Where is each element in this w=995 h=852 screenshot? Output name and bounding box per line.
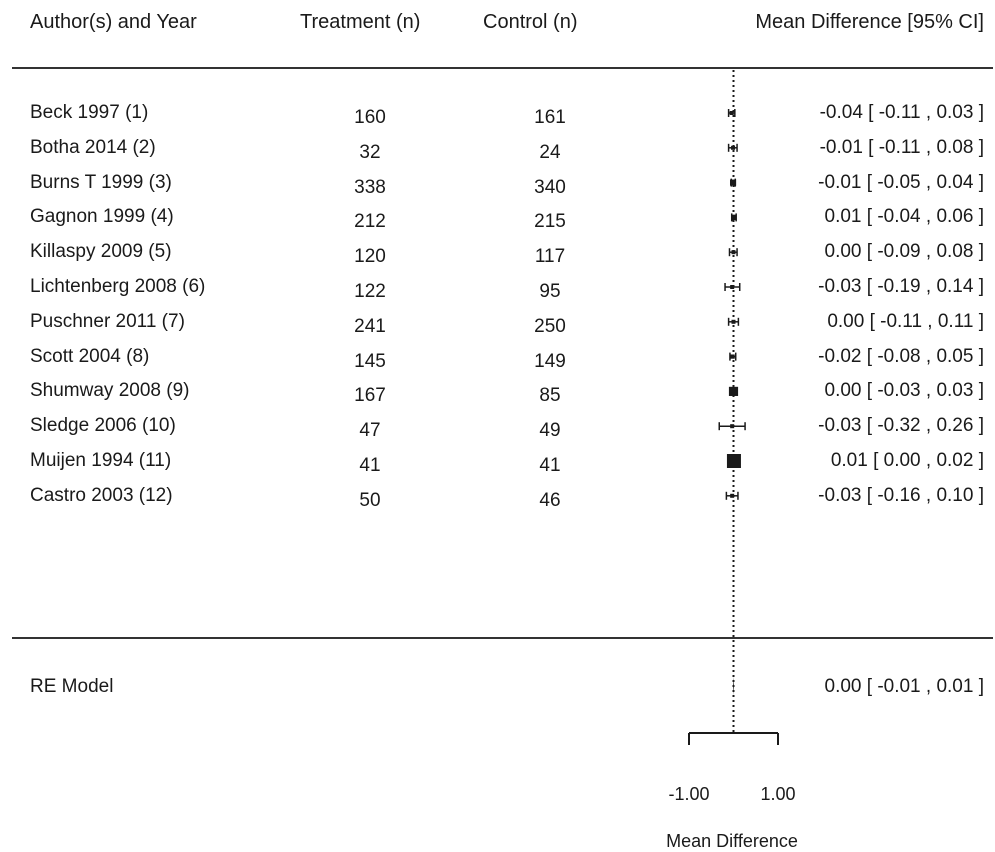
study-label: Muijen 1994 (11) [30, 450, 172, 471]
control-n: 161 [534, 107, 566, 128]
control-n: 24 [539, 141, 561, 163]
control-n: 340 [534, 176, 566, 198]
control-n: 149 [534, 350, 566, 372]
study-label: Killaspy 2009 (5) [30, 241, 172, 263]
study-ci-text: -0.03 [ -0.19 , 0.14 ] [818, 276, 984, 297]
effect-marker [731, 145, 736, 150]
effect-marker [730, 424, 735, 429]
study-label: Shumway 2008 (9) [30, 380, 190, 402]
effect-marker [730, 493, 735, 498]
treatment-n: 41 [359, 455, 381, 476]
study-column-header: Author(s) and Year [30, 11, 197, 33]
summary-rule [12, 637, 993, 639]
study-label: Burns T 1999 (3) [30, 171, 172, 193]
study-label: Botha 2014 (2) [30, 136, 156, 158]
control-n: 85 [539, 385, 561, 407]
x-axis-label: Mean Difference [666, 831, 798, 851]
study-ci-text: -0.03 [ -0.16 , 0.10 ] [818, 484, 984, 506]
estimate-column-header: Mean Difference [95% CI] [755, 11, 984, 33]
study-label: Beck 1997 (1) [30, 102, 149, 123]
effect-marker [730, 354, 735, 359]
treatment-n: 241 [354, 315, 386, 337]
control-n: 41 [539, 455, 561, 476]
study-ci-text: 0.00 [ -0.09 , 0.08 ] [824, 241, 985, 263]
pooled-diamond [733, 677, 734, 695]
x-tick-label: -1.00 [668, 784, 709, 804]
treatment-n: 122 [354, 281, 386, 302]
control-n: 215 [534, 211, 566, 233]
study-ci-text: -0.02 [ -0.08 , 0.05 ] [818, 345, 984, 367]
effect-marker [731, 214, 737, 221]
effect-marker [728, 386, 739, 396]
treatment-n: 338 [354, 176, 386, 198]
summary-ci-text: 0.00 [ -0.01 , 0.01 ] [824, 676, 985, 697]
study-ci-text: -0.04 [ -0.11 , 0.03 ] [819, 102, 984, 123]
treatment-n: 50 [359, 489, 381, 511]
treatment-n: 160 [354, 107, 386, 128]
study-ci-text: -0.03 [ -0.32 , 0.26 ] [818, 415, 984, 437]
treatment-n: 145 [354, 350, 386, 372]
effect-marker [731, 319, 736, 324]
study-label: Puschner 2011 (7) [30, 310, 185, 332]
treatment-n: 47 [359, 420, 381, 442]
control-n: 46 [539, 489, 561, 511]
effect-marker [729, 111, 734, 115]
treatment-column-header: Treatment (n) [300, 11, 421, 33]
study-ci-text: -0.01 [ -0.11 , 0.08 ] [819, 136, 984, 158]
control-n: 117 [534, 246, 566, 268]
summary-label: RE Model [30, 676, 114, 697]
study-ci-text: 0.01 [ 0.00 , 0.02 ] [830, 450, 984, 471]
study-ci-text: 0.00 [ -0.03 , 0.03 ] [824, 380, 985, 402]
control-n: 49 [539, 420, 561, 442]
control-n: 250 [534, 315, 566, 337]
x-tick-label: 1.00 [760, 784, 795, 804]
study-label: Lichtenberg 2008 (6) [30, 276, 206, 297]
effect-marker [731, 250, 736, 255]
study-label: Castro 2003 (12) [30, 484, 173, 506]
effect-marker [729, 179, 737, 186]
effect-marker [726, 454, 741, 468]
study-ci-text: -0.01 [ -0.05 , 0.04 ] [818, 171, 984, 193]
effect-marker [730, 285, 735, 289]
control-n: 95 [539, 281, 561, 302]
treatment-n: 212 [354, 211, 386, 233]
study-label: Gagnon 1999 (4) [30, 206, 174, 228]
control-column-header: Control (n) [483, 11, 578, 33]
treatment-n: 32 [359, 141, 381, 163]
study-ci-text: 0.01 [ -0.04 , 0.06 ] [824, 206, 985, 228]
treatment-n: 120 [354, 246, 386, 268]
treatment-n: 167 [354, 385, 386, 407]
study-label: Sledge 2006 (10) [30, 415, 176, 437]
header-rule [12, 67, 993, 69]
study-ci-text: 0.00 [ -0.11 , 0.11 ] [827, 310, 984, 332]
study-label: Scott 2004 (8) [30, 345, 150, 367]
